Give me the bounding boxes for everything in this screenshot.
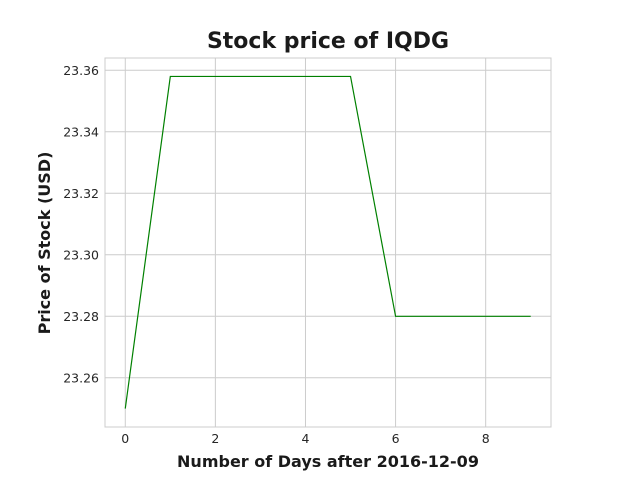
x-axis-label: Number of Days after 2016-12-09 (177, 452, 479, 471)
x-tick-label: 4 (301, 431, 309, 446)
x-tick-label: 8 (482, 431, 490, 446)
series-group (124, 75, 531, 409)
price-series-line (124, 75, 531, 409)
y-tick-label: 23.32 (63, 186, 99, 201)
chart-title: Stock price of IQDG (207, 29, 449, 54)
y-tick-label: 23.36 (63, 63, 99, 78)
grid (105, 58, 551, 427)
plot-frame (104, 57, 552, 428)
y-tick-label: 23.30 (63, 247, 99, 262)
y-axis-label: Price of Stock (USD) (35, 152, 54, 335)
x-tick-label: 2 (211, 431, 219, 446)
x-tick-label: 6 (392, 431, 400, 446)
y-tick-label: 23.26 (63, 370, 99, 385)
x-tick-label: 0 (121, 431, 129, 446)
y-tick-label: 23.28 (63, 309, 99, 324)
y-tick-labels: 23.26 23.28 23.30 23.32 23.34 23.36 (63, 63, 99, 385)
x-tick-labels: 0 2 4 6 8 (121, 431, 489, 446)
y-tick-label: 23.34 (63, 124, 99, 139)
